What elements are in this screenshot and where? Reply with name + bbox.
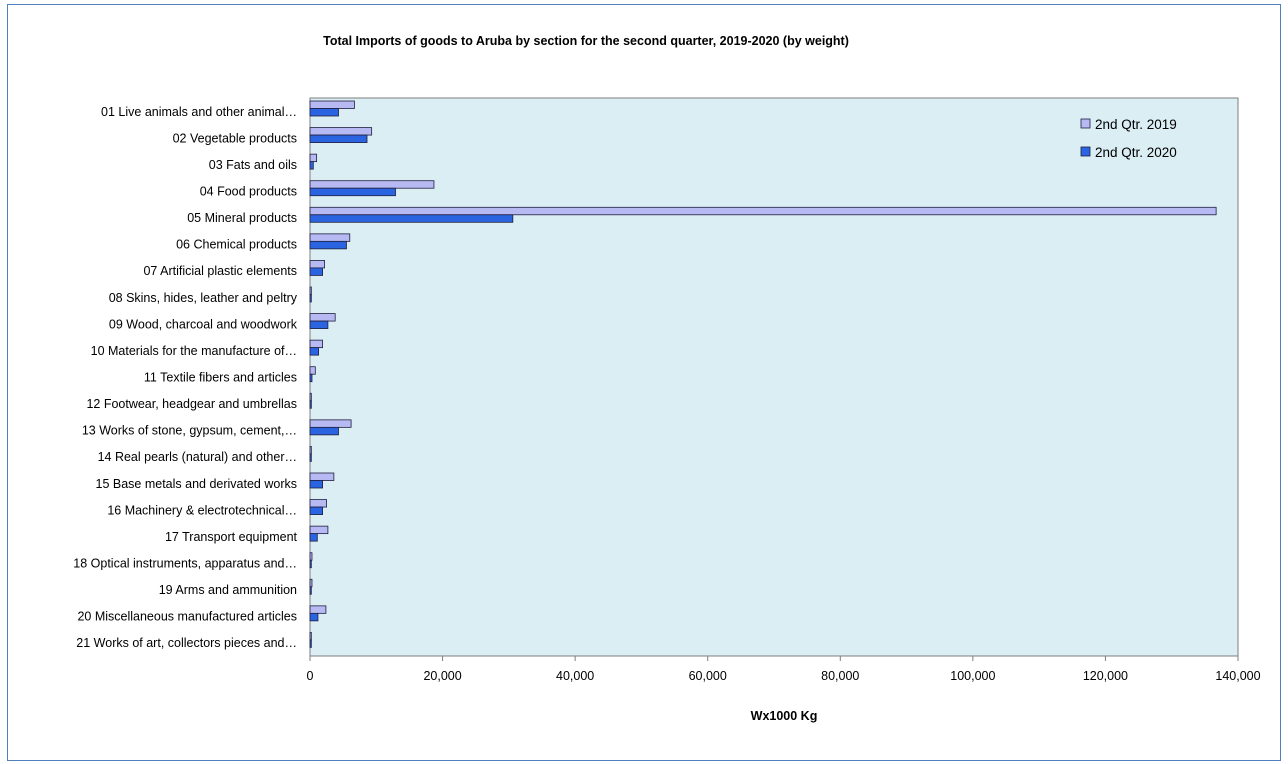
bar-2019-13 [309,419,352,428]
chart-svg: Total Imports of goods to Aruba by secti… [73,34,1261,723]
bar-2019-04 [309,180,435,189]
bars-group [309,100,1217,648]
category-label: 21 Works of art, collectors pieces and… [76,636,297,650]
category-label: 07 Artificial plastic elements [143,264,297,278]
bar-2019-09 [309,313,336,322]
category-label: 13 Works of stone, gypsum, cement,… [82,424,297,438]
legend-swatch [1080,118,1091,129]
bar-2020-05 [309,214,514,223]
x-tick-label: 80,000 [821,669,859,683]
category-label: 14 Real pearls (natural) and other… [98,450,297,464]
category-label: 11 Textile fibers and articles [144,371,297,385]
x-tick-label: 120,000 [1083,669,1128,683]
category-labels: 01 Live animals and other animal… 02 Vege… [73,105,297,650]
bar-2019-06 [309,233,351,242]
bar-2020-21 [309,639,312,648]
category-label: 08 Skins, hides, leather and peltry [109,291,298,305]
category-label: 20 Miscellaneous manufactured articles [77,610,297,624]
bar-2020-09 [309,320,329,329]
bar-2020-20 [309,612,319,622]
x-tick-label: 40,000 [556,669,594,683]
x-tick-label: 60,000 [689,669,727,683]
bar-2019-07 [309,260,325,269]
bar-2019-08 [309,286,312,295]
bar-2020-01 [309,108,339,117]
x-tick-label: 0 [307,669,314,683]
bar-2020-03 [309,161,314,170]
x-tick-label: 20,000 [423,669,461,683]
category-label: 09 Wood, charcoal and woodwork [109,317,298,331]
bar-2020-12 [309,400,312,409]
bar-2020-15 [309,480,323,489]
bar-2019-20 [309,605,327,614]
bar-2020-14 [309,453,312,462]
bar-2020-16 [309,506,323,515]
bar-2020-17 [309,533,318,542]
bar-2019-18 [309,552,313,561]
category-label: 05 Mineral products [187,211,297,225]
chart-title: Total Imports of goods to Aruba by secti… [323,34,849,48]
bar-2020-06 [309,240,347,250]
x-tick-label: 100,000 [950,669,995,683]
bar-2019-01 [309,100,355,109]
category-label: 16 Machinery & electrotechnical… [107,503,297,517]
bar-2020-13 [309,426,339,436]
bar-2020-11 [309,373,313,383]
bar-2019-11 [309,366,316,375]
bar-2019-10 [309,339,323,349]
bar-2020-19 [309,586,312,595]
bar-2019-16 [309,499,327,508]
category-label: 17 Transport equipment [165,530,298,544]
category-label: 18 Optical instruments, apparatus and… [73,557,297,571]
bar-2020-18 [309,559,312,569]
category-label: 04 Food products [200,185,297,199]
category-label: 15 Base metals and derivated works [96,477,298,491]
bar-2019-12 [309,392,312,402]
bar-2020-10 [309,347,320,356]
x-axis-title: Wx1000 Kg [751,709,818,723]
bar-2019-19 [309,578,313,588]
bar-2019-21 [309,632,312,641]
bar-2019-14 [309,446,312,455]
bar-2019-03 [309,153,318,163]
bar-2019-15 [309,472,335,481]
category-label: 19 Arms and ammunition [159,583,297,597]
bar-2020-02 [309,134,368,143]
category-label: 01 Live animals and other animal… [101,105,297,119]
bar-2019-05 [309,206,1217,216]
x-tick-label: 140,000 [1215,669,1260,683]
bar-2020-04 [309,187,396,197]
chart-frame: Total Imports of goods to Aruba by secti… [7,4,1281,761]
legend-label: 2nd Qtr. 2020 [1095,145,1177,160]
category-label: 02 Vegetable products [173,131,297,145]
plot-area [309,97,1239,657]
bar-2020-08 [309,294,312,303]
legend: 2nd Qtr. 2019 2nd Qtr. 2020 [1080,117,1177,160]
category-label: 10 Materials for the manufacture of… [91,344,297,358]
category-label: 12 Footwear, headgear and umbrellas [86,397,297,411]
bar-2019-02 [309,127,373,136]
category-label: 06 Chemical products [176,238,297,252]
legend-swatch [1080,146,1091,157]
legend-label: 2nd Qtr. 2019 [1095,117,1177,132]
x-axis-ticks: 0 20,000 40,000 60,000 80,000 100,000 120,000 1… [307,656,1261,683]
category-label: 03 Fats and oils [209,158,297,172]
bar-2019-17 [309,525,329,535]
bar-2020-07 [309,267,323,276]
